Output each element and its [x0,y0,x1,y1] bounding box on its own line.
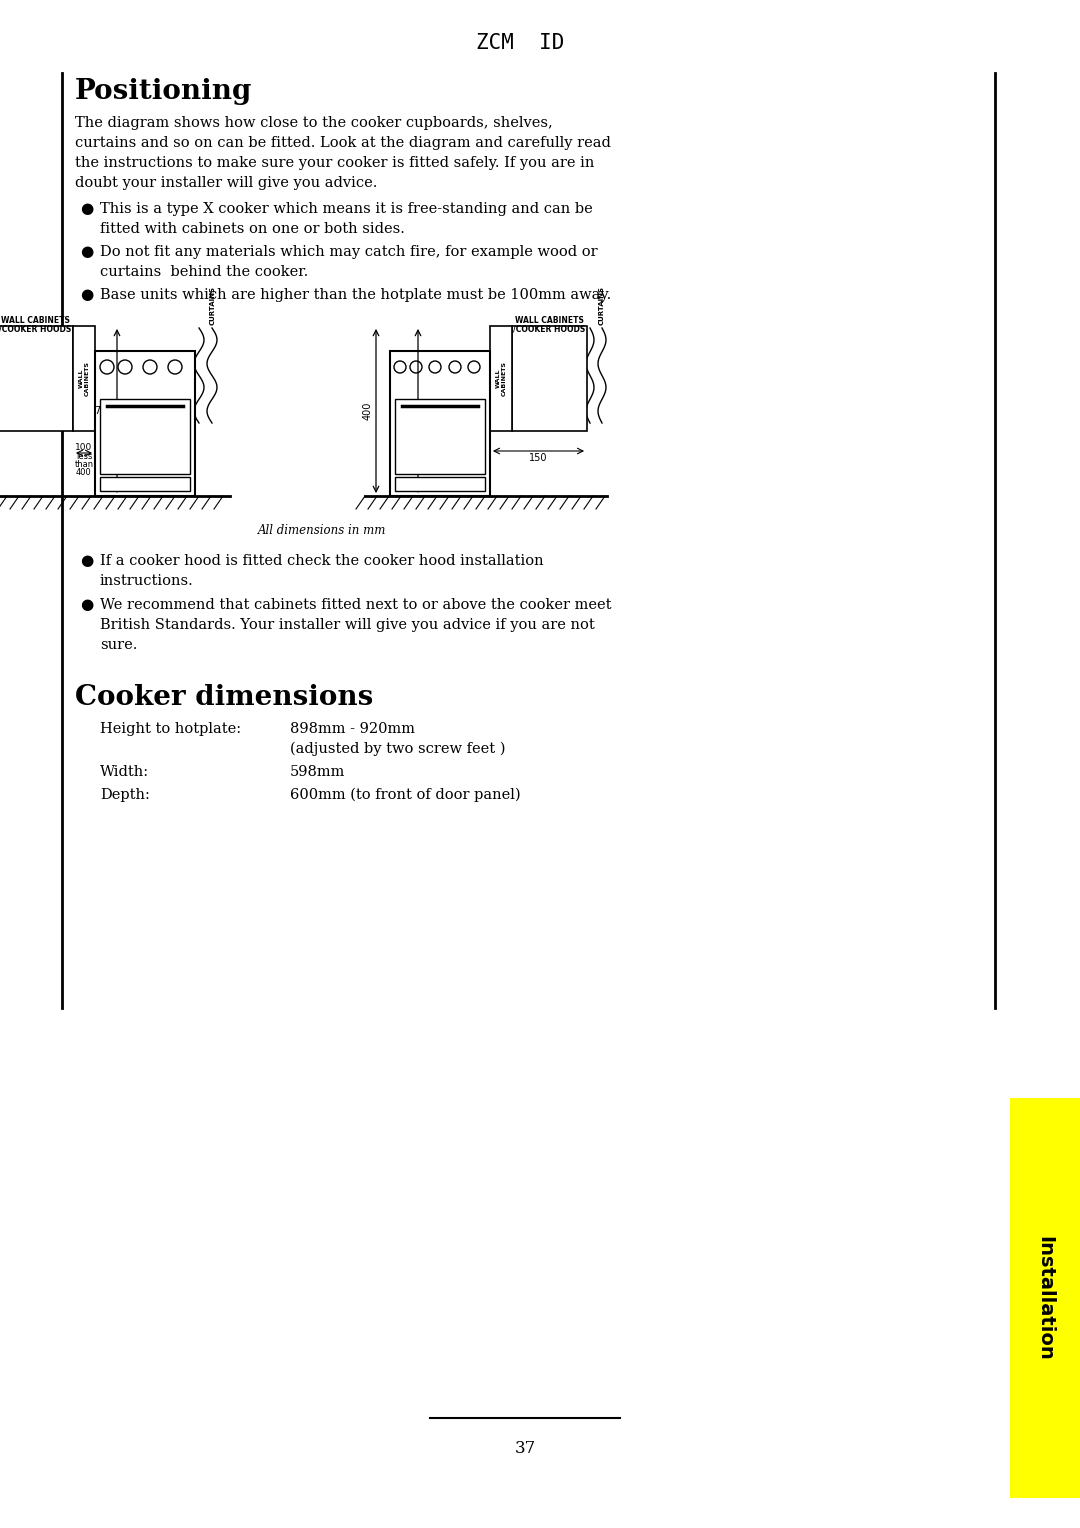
Text: 598mm: 598mm [291,766,346,779]
Text: WALL
CABINETS: WALL CABINETS [79,361,90,396]
Text: 400: 400 [363,402,373,420]
Bar [100,477,190,490]
Bar [95,351,195,497]
Text: the instructions to make sure your cooker is fitted safely. If you are in: the instructions to make sure your cooke… [75,156,594,170]
Text: ●: ● [80,597,93,613]
Bar [512,325,588,431]
Bar [0,325,73,431]
Bar [395,477,485,490]
Text: We recommend that cabinets fitted next to or above the cooker meet: We recommend that cabinets fitted next t… [100,597,611,613]
Text: Do not fit any materials which may catch fire, for example wood or: Do not fit any materials which may catch… [100,244,597,260]
Text: ZCM  ID: ZCM ID [476,34,564,53]
Text: doubt your installer will give you advice.: doubt your installer will give you advic… [75,176,377,189]
Text: 787: 787 [94,406,113,416]
Text: 100: 100 [76,443,93,452]
Text: 150: 150 [529,452,548,463]
Bar [100,399,190,474]
Text: Installation: Installation [1036,1236,1054,1360]
Text: curtains and so on can be fitted. Look at the diagram and carefully read: curtains and so on can be fitted. Look a… [75,136,611,150]
Text: Width:: Width: [100,766,149,779]
Text: than: than [75,460,94,469]
Text: curtains  behind the cooker.: curtains behind the cooker. [100,264,308,280]
Text: CURTAINS: CURTAINS [210,286,216,325]
Text: ●: ● [80,202,93,215]
Text: fitted with cabinets on one or both sides.: fitted with cabinets on one or both side… [100,222,405,235]
Text: 600mm (to front of door panel): 600mm (to front of door panel) [291,788,521,802]
Text: instructions.: instructions. [100,575,193,588]
Bar [490,325,512,431]
Text: Cooker dimensions: Cooker dimensions [75,685,374,711]
Text: If a cooker hood is fitted check the cooker hood installation: If a cooker hood is fitted check the coo… [100,555,543,568]
Text: British Standards. Your installer will give you advice if you are not: British Standards. Your installer will g… [100,617,595,633]
Text: Depth:: Depth: [100,788,150,802]
Text: less: less [76,452,92,461]
Text: ●: ● [80,555,93,568]
Bar [73,325,95,431]
Text: Height to hotplate:: Height to hotplate: [100,723,241,736]
Text: ●: ● [80,287,93,303]
Bar [395,399,485,474]
Text: /COOKER HOODS: /COOKER HOODS [0,325,71,335]
Text: 898mm - 920mm: 898mm - 920mm [291,723,415,736]
Bar [1010,1099,1080,1497]
Text: /COOKER HOODS: /COOKER HOODS [513,325,585,335]
Text: WALL CABINETS: WALL CABINETS [1,316,70,325]
Text: WALL CABINETS: WALL CABINETS [515,316,584,325]
Text: Base units which are higher than the hotplate must be 100mm away.: Base units which are higher than the hot… [100,287,611,303]
Text: The diagram shows how close to the cooker cupboards, shelves,: The diagram shows how close to the cooke… [75,116,553,130]
Text: 787: 787 [395,406,414,416]
Text: This is a type X cooker which means it is free-standing and can be: This is a type X cooker which means it i… [100,202,593,215]
Text: WALL
CABINETS: WALL CABINETS [496,361,507,396]
Text: ●: ● [80,244,93,260]
Text: CURTAINS: CURTAINS [599,286,605,325]
Text: (adjusted by two screw feet ): (adjusted by two screw feet ) [291,743,505,756]
Text: sure.: sure. [100,639,137,652]
Text: All dimensions in mm: All dimensions in mm [258,524,387,536]
Text: Positioning: Positioning [75,78,253,105]
Text: 400: 400 [76,468,92,477]
Bar [390,351,490,497]
Text: 37: 37 [514,1439,536,1458]
